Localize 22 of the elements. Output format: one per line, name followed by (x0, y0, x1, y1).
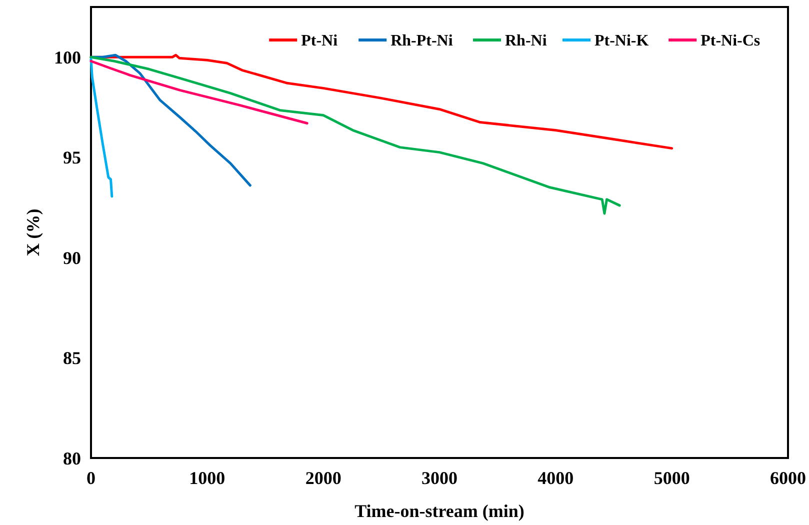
y-tick-label: 85 (63, 348, 81, 368)
y-tick-label: 95 (63, 148, 81, 168)
x-tick-label: 4000 (538, 468, 574, 488)
line-series (90, 58, 114, 198)
x-tick-label: 0 (86, 468, 96, 488)
x-tick-label: 5000 (654, 468, 690, 488)
legend-label: Pt-Ni-K (594, 32, 650, 50)
y-tick-label: 90 (63, 248, 81, 268)
legend-label: Rh-Ni (505, 32, 548, 50)
x-tick-label: 2000 (305, 468, 342, 488)
legend-label: Rh-Pt-Ni (390, 32, 454, 50)
x-tick-label: 3000 (422, 468, 458, 488)
legend-label: Pt-Ni-Cs (700, 32, 760, 50)
y-tick-label: 100 (54, 47, 81, 68)
x-axis-title: Time-on-stream (min) (354, 501, 524, 521)
line-series (90, 56, 621, 215)
x-tick-label: 1000 (189, 468, 226, 488)
legend-label: Pt-Ni (301, 32, 338, 50)
y-tick-label: 80 (63, 448, 81, 468)
x-tick-label: 6000 (770, 468, 806, 488)
line-series (90, 60, 308, 125)
y-axis-title: X (%) (23, 208, 43, 256)
